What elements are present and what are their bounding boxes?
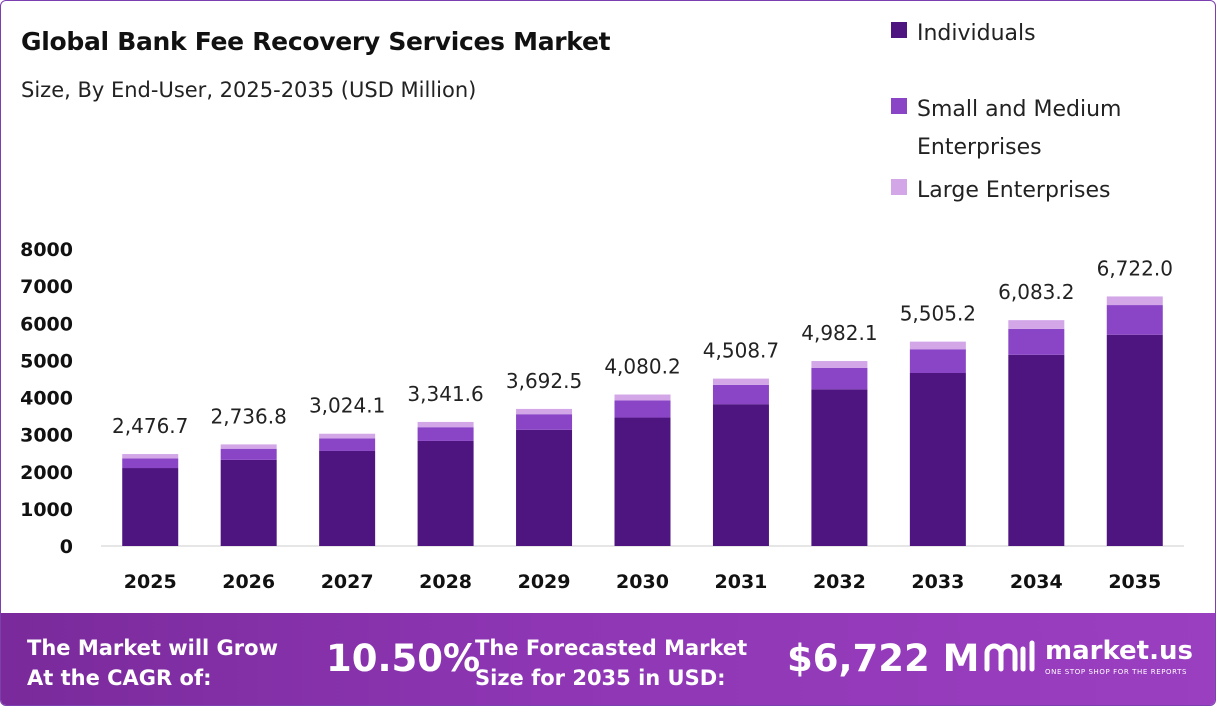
x-tick-label: 2035 — [1108, 571, 1161, 593]
y-tick-label: 5000 — [20, 350, 73, 372]
bar-segment — [909, 341, 966, 350]
legend-item-individuals: Individuals — [891, 15, 1187, 53]
bar-segment — [811, 361, 868, 368]
x-tick-label: 2026 — [222, 571, 275, 593]
y-tick-label: 8000 — [20, 239, 73, 261]
bar-segment — [909, 349, 966, 373]
cagr-label-line1: The Market will Grow — [27, 636, 278, 660]
bar-total-label: 4,080.2 — [604, 355, 680, 379]
bar-segment — [614, 394, 671, 401]
legend-label-sme: Small and Medium Enterprises — [917, 97, 1122, 160]
bar-segment — [516, 414, 573, 430]
x-tick-label: 2032 — [813, 571, 866, 593]
bar-total-label: 4,508.7 — [703, 339, 779, 363]
bar-segment — [1106, 305, 1163, 335]
bar-segment — [811, 389, 868, 546]
bar-segment — [811, 367, 868, 390]
bar-segment — [516, 429, 573, 546]
legend-swatch-sme — [891, 98, 907, 114]
y-tick-label: 1000 — [20, 499, 73, 521]
legend-item-sme: Small and Medium Enterprises — [891, 91, 1187, 167]
bar-segment — [1008, 354, 1065, 546]
bar-segment — [122, 468, 179, 546]
bar-chart: 0 1000 2000 3000 4000 5000 6000 7000 8000 2,476.7… — [20, 239, 1184, 593]
bar-segment — [319, 450, 376, 546]
x-tick-label: 2029 — [518, 571, 571, 593]
legend-swatch-individuals — [891, 22, 907, 38]
bar-total-label: 6,722.0 — [1097, 256, 1173, 280]
bar-segment — [909, 372, 966, 546]
x-tick-label: 2034 — [1010, 571, 1063, 593]
bar-total-label: 5,505.2 — [900, 302, 976, 326]
market-size-label: The Forecasted Market Size for 2035 in U… — [475, 633, 775, 693]
chart-title: Global Bank Fee Recovery Services Market — [21, 27, 611, 56]
bar-segment — [220, 448, 277, 460]
bar-segment — [712, 404, 769, 546]
legend-item-large: Large Enterprises — [891, 172, 1187, 210]
y-tick-label: 4000 — [20, 388, 73, 410]
bar-segment — [712, 378, 769, 385]
market-size-label-line2: Size for 2035 in USD: — [475, 666, 726, 690]
brand-logo[interactable]: market.us ONE STOP SHOP FOR THE REPORTS — [981, 635, 1193, 679]
bar-segment — [220, 459, 277, 546]
y-tick-label: 6000 — [20, 313, 73, 335]
y-tick-label: 0 — [60, 536, 73, 558]
bar-segment — [712, 384, 769, 405]
bar-segment — [122, 454, 179, 459]
legend-label-large: Large Enterprises — [917, 178, 1111, 203]
cagr-value: 10.50% — [326, 637, 481, 680]
bar-segment — [319, 438, 376, 451]
cagr-label: The Market will Grow At the CAGR of: — [27, 633, 317, 693]
bar-segment — [319, 433, 376, 439]
bar-segment — [417, 440, 474, 546]
market-size-label-line1: The Forecasted Market — [475, 636, 748, 660]
bar-segment — [1106, 334, 1163, 546]
bar-segment — [614, 417, 671, 546]
footer-banner: The Market will Grow At the CAGR of: 10.… — [1, 613, 1215, 705]
bar-segment — [1008, 328, 1065, 355]
chart-subtitle: Size, By End-User, 2025-2035 (USD Millio… — [21, 78, 477, 102]
bar-segment — [122, 458, 179, 469]
bar-total-label: 3,341.6 — [407, 382, 483, 406]
x-tick-label: 2033 — [911, 571, 964, 593]
x-tick-label: 2027 — [321, 571, 374, 593]
bar-segment — [614, 400, 671, 418]
bar-total-label: 6,083.2 — [998, 280, 1074, 304]
cagr-label-line2: At the CAGR of: — [27, 666, 212, 690]
x-tick-label: 2028 — [419, 571, 472, 593]
bar-segment — [417, 427, 474, 441]
bar-segment — [220, 444, 277, 449]
x-tick-label: 2030 — [616, 571, 669, 593]
market-size-value: $6,722 M — [787, 637, 980, 680]
bar-segment — [1106, 296, 1163, 306]
x-tick-label: 2031 — [715, 571, 768, 593]
bar-segment — [516, 408, 573, 415]
bar-total-label: 2,736.8 — [211, 404, 287, 428]
y-tick-label: 2000 — [20, 462, 73, 484]
legend-label-individuals: Individuals — [917, 21, 1036, 46]
brand-name: market.us — [1045, 636, 1193, 666]
legend-swatch-large — [891, 179, 907, 195]
brand-tagline: ONE STOP SHOP FOR THE REPORTS — [1045, 668, 1188, 676]
bar-total-label: 4,982.1 — [801, 321, 877, 345]
x-tick-label: 2025 — [124, 571, 177, 593]
bar-segment — [417, 421, 474, 428]
bar-total-label: 3,692.5 — [506, 369, 582, 393]
market-us-logo-icon — [984, 640, 1035, 672]
bar-total-label: 3,024.1 — [309, 394, 385, 418]
y-tick-label: 7000 — [20, 276, 73, 298]
y-tick-label: 3000 — [20, 425, 73, 447]
bar-segment — [1008, 320, 1065, 329]
bar-total-label: 2,476.7 — [112, 414, 188, 438]
